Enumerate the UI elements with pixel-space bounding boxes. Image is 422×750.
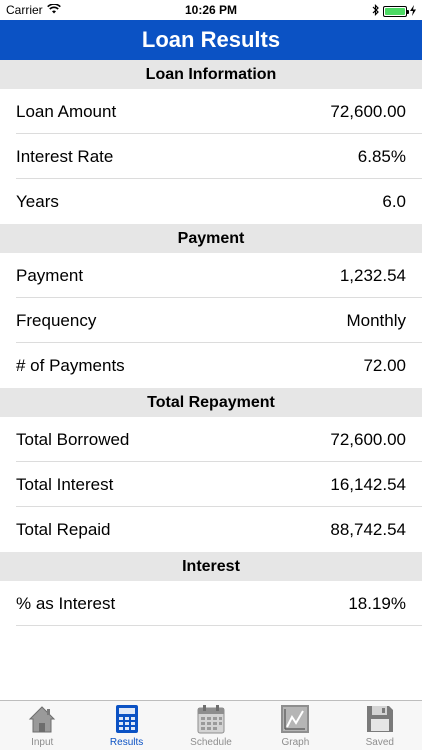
row-label: Frequency xyxy=(16,310,97,330)
row-label: Payment xyxy=(16,265,84,285)
row-value: Monthly xyxy=(346,310,406,330)
row-payment: Payment 1,232.54 xyxy=(0,253,422,298)
row-value: 6.85% xyxy=(357,146,406,166)
carrier-group: Carrier xyxy=(6,3,61,17)
tab-results[interactable]: Results xyxy=(84,701,168,750)
row-value: 1,232.54 xyxy=(339,265,406,285)
row-label: % as Interest xyxy=(16,593,116,613)
row-total-borrowed: Total Borrowed 72,600.00 xyxy=(0,417,422,462)
row-value: 72,600.00 xyxy=(330,429,406,449)
row-value: 88,742.54 xyxy=(330,519,406,539)
row-total-interest: Total Interest 16,142.54 xyxy=(0,462,422,507)
battery-icon xyxy=(383,6,409,17)
tab-input[interactable]: Input xyxy=(0,701,84,750)
section-header-total-repayment: Total Repayment xyxy=(0,388,422,417)
page-title: Loan Results xyxy=(141,27,281,52)
section-header-loan-information: Loan Information xyxy=(0,60,422,89)
navigation-bar: Loan Results xyxy=(0,20,422,60)
tab-saved[interactable]: Saved xyxy=(338,701,422,750)
floppy-disk-icon xyxy=(366,706,393,732)
section-header-interest: Interest xyxy=(0,552,422,581)
tab-bar: Input Results Schedule xyxy=(0,700,422,750)
row-frequency: Frequency Monthly xyxy=(0,298,422,343)
tab-label: Input xyxy=(31,737,54,748)
tab-label: Schedule xyxy=(190,737,232,748)
wifi-icon xyxy=(46,3,61,17)
row-label: Total Repaid xyxy=(16,519,111,539)
tab-schedule[interactable]: Schedule xyxy=(169,701,253,750)
row-loan-amount: Loan Amount 72,600.00 xyxy=(0,89,422,134)
status-bar: Carrier 10:26 PM xyxy=(0,0,422,20)
row-value: 72,600.00 xyxy=(330,101,406,121)
row-value: 72.00 xyxy=(363,355,406,375)
row-label: Interest Rate xyxy=(16,146,114,166)
row-value: 6.0 xyxy=(382,191,406,211)
calculator-icon xyxy=(115,705,138,733)
row-percent-as-interest: % as Interest 18.19% xyxy=(0,581,422,626)
carrier-label: Carrier xyxy=(6,3,43,17)
tab-label: Graph xyxy=(281,737,310,748)
charging-icon xyxy=(410,4,416,19)
row-value: 18.19% xyxy=(348,593,406,613)
section-header-payment: Payment xyxy=(0,224,422,253)
row-label: Loan Amount xyxy=(16,101,117,121)
row-label: Total Interest xyxy=(16,474,114,494)
row-total-repaid: Total Repaid 88,742.54 xyxy=(0,507,422,552)
status-time: 10:26 PM xyxy=(184,3,238,17)
row-years: Years 6.0 xyxy=(0,179,422,224)
row-value: 16,142.54 xyxy=(330,474,406,494)
calendar-icon xyxy=(197,705,225,734)
status-right xyxy=(372,4,416,19)
row-label: Total Borrowed xyxy=(16,429,130,449)
house-icon xyxy=(28,706,56,733)
tab-graph[interactable]: Graph xyxy=(253,701,337,750)
bluetooth-icon xyxy=(372,4,380,19)
row-label: Years xyxy=(16,191,59,211)
row-number-of-payments: # of Payments 72.00 xyxy=(0,343,422,388)
tab-label: Saved xyxy=(365,737,394,748)
row-interest-rate: Interest Rate 6.85% xyxy=(0,134,422,179)
row-label: # of Payments xyxy=(16,355,125,375)
tab-label: Results xyxy=(109,737,144,748)
results-content: Loan Information Loan Amount 72,600.00 I… xyxy=(0,60,422,626)
graph-icon xyxy=(281,705,310,733)
